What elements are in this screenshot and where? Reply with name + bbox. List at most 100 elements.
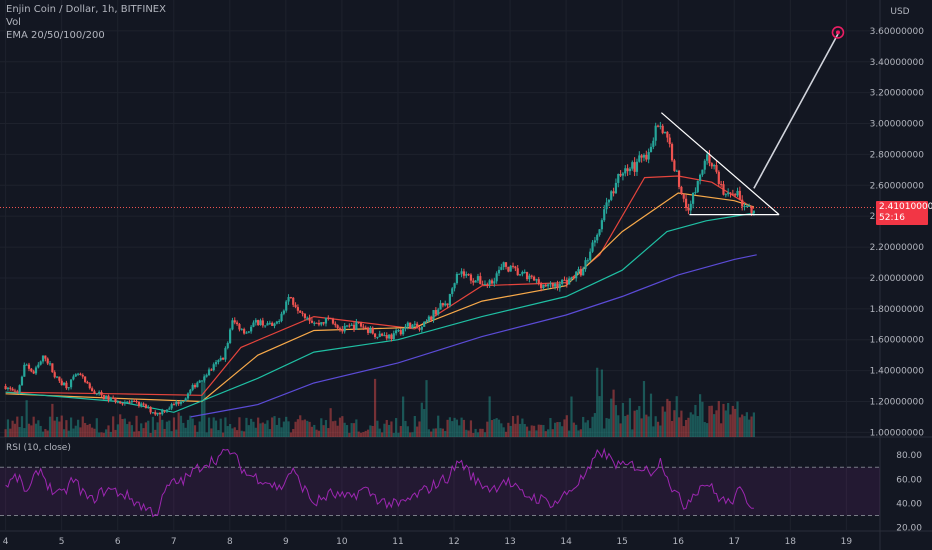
candle-body xyxy=(568,278,571,285)
candle-body xyxy=(88,383,91,389)
candle-body xyxy=(102,395,105,400)
candle-body xyxy=(137,401,140,406)
candle-body xyxy=(523,271,526,273)
candle-body xyxy=(460,271,463,274)
volume-bar xyxy=(123,418,126,437)
candle-body xyxy=(212,364,215,371)
candle-body xyxy=(168,408,171,410)
volume-bar xyxy=(4,429,7,437)
volume-bar xyxy=(673,410,676,437)
rsi-band xyxy=(0,467,880,516)
candle-body xyxy=(542,284,545,289)
candle-body xyxy=(397,330,400,332)
volume-bar xyxy=(530,425,533,437)
candles xyxy=(4,121,755,417)
volume-bar xyxy=(525,426,529,437)
volume-bar xyxy=(317,430,321,437)
candle-body xyxy=(76,373,80,375)
volume-bar xyxy=(624,416,627,437)
volume-bar xyxy=(444,430,447,437)
drawings[interactable] xyxy=(661,26,845,216)
volume-bar xyxy=(308,421,311,437)
candle-body xyxy=(219,357,222,361)
volume-bar xyxy=(532,425,536,437)
volume-bar xyxy=(724,410,727,437)
price-tick-label: 1.40000000 xyxy=(870,367,925,377)
volume-bar xyxy=(649,393,653,437)
price-tick-label: 1.80000000 xyxy=(870,305,925,315)
candle-body xyxy=(710,163,713,167)
candle-body xyxy=(27,364,31,369)
candle-body xyxy=(458,273,461,275)
candle-body xyxy=(357,321,360,323)
rsi-tick-label: 60.00 xyxy=(896,475,922,485)
volume-bar xyxy=(72,428,75,437)
volume-bar xyxy=(334,420,337,437)
candle-body xyxy=(691,193,695,204)
volume-bar xyxy=(511,416,515,437)
candle-body xyxy=(224,348,227,360)
candle-body xyxy=(610,191,613,200)
volume-bar xyxy=(626,414,629,437)
volume-bar xyxy=(275,424,278,437)
volume-bar xyxy=(575,424,578,437)
price-tick-label: 3.00000000 xyxy=(870,120,925,130)
candle-body xyxy=(535,279,538,281)
candle-body xyxy=(51,363,54,373)
candle-body xyxy=(561,279,564,285)
ema-legend[interactable]: EMA 20/50/100/200 xyxy=(6,30,105,41)
rsi-legend[interactable]: RSI (10, close) xyxy=(6,443,71,453)
volume-bar xyxy=(612,389,615,437)
volume-bar xyxy=(135,415,138,437)
volume-bar xyxy=(654,416,657,437)
candle-body xyxy=(530,275,533,277)
candle-body xyxy=(366,327,370,333)
volume-bar xyxy=(565,415,568,437)
volume-bar xyxy=(259,423,262,437)
candle-body xyxy=(717,171,720,185)
price-tick-label: 3.20000000 xyxy=(870,89,925,99)
candle-body xyxy=(261,320,264,326)
volume-bar xyxy=(488,396,491,437)
volume-bar xyxy=(179,415,183,437)
candle-body xyxy=(418,328,421,330)
candle-body xyxy=(322,322,325,324)
price-tick-label: 3.40000000 xyxy=(870,58,925,68)
volume-bar xyxy=(542,425,545,437)
time-tick-label: 4 xyxy=(3,537,9,547)
volume-bar xyxy=(109,431,112,437)
volume-bar xyxy=(691,414,695,437)
volume-bar xyxy=(119,414,122,437)
price-tick-label: 1.60000000 xyxy=(870,336,925,346)
volume-bar xyxy=(745,412,748,437)
candle-body xyxy=(151,412,155,414)
volume-bar xyxy=(666,398,669,437)
volume-bar xyxy=(336,425,339,437)
candle-body xyxy=(184,398,187,402)
time-tick-label: 9 xyxy=(283,537,289,547)
volume-bar xyxy=(598,396,601,437)
volume-legend[interactable]: Vol xyxy=(6,17,21,28)
volume-bar xyxy=(329,408,332,437)
candle-body xyxy=(259,320,262,325)
candle-body xyxy=(62,382,66,386)
candle-body xyxy=(558,284,561,289)
candle-body xyxy=(694,191,697,194)
candle-body xyxy=(666,131,669,138)
volume-bar xyxy=(614,405,618,437)
volume-bar xyxy=(48,416,52,437)
volume-bar xyxy=(465,429,468,437)
candle-body xyxy=(142,403,145,405)
candle-body xyxy=(659,125,662,127)
symbol-legend[interactable]: Enjin Coin / Dollar, 1h, BITFINEX xyxy=(6,4,166,15)
volume-bar xyxy=(385,419,388,437)
candle-body xyxy=(554,283,557,287)
volume-bar xyxy=(708,405,711,437)
volume-bar xyxy=(434,428,437,437)
volume-bar xyxy=(645,414,648,437)
volume-bar xyxy=(41,431,45,437)
time-tick-label: 19 xyxy=(841,537,853,547)
candle-body xyxy=(547,284,550,287)
candle-body xyxy=(355,321,358,330)
